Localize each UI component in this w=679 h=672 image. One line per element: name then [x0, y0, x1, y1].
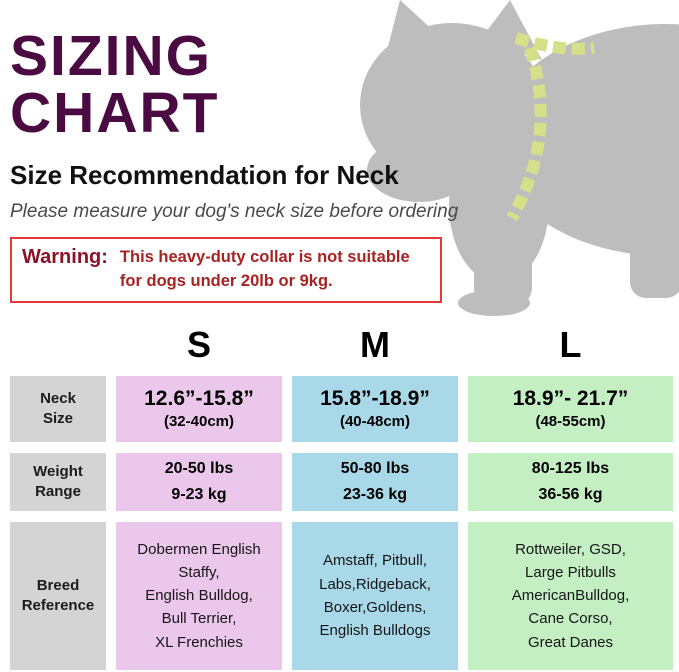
neck-range-l: 18.9”- 21.7” [512, 387, 629, 411]
measuring-tape-graphic [506, 32, 595, 221]
weight-range-cell-l: 80-125 lbs 36-56 kg [468, 452, 673, 511]
weight-range-cell-m: 50-80 lbs 23-36 kg [292, 452, 458, 511]
weight-range-cell-s: 20-50 lbs 9-23 kg [116, 452, 282, 511]
title-line-1: SIZING [10, 24, 213, 88]
neck-metric-s: (32-40cm) [163, 413, 235, 431]
neck-range-s: 12.6”-15.8” [144, 387, 254, 411]
column-header-m: M [360, 323, 390, 365]
dog-silhouette-image [360, 0, 679, 316]
warning-box: Warning: This heavy-duty collar is not s… [10, 237, 442, 303]
subtitle: Size Recommendation for Neck [10, 160, 399, 190]
neck-metric-m: (40-48cm) [339, 413, 411, 431]
size-table: S M L Neck Size 12.6”-15.8” (32-40cm) 15… [10, 323, 673, 670]
row-label-weight-range: Weight Range [10, 452, 106, 511]
breed-reference-cell-s: Dobermen English Staffy, English Bulldog… [116, 521, 282, 670]
column-header-l: L [559, 323, 582, 365]
column-header-s: S [186, 323, 211, 365]
dog-body-shape [360, 0, 679, 316]
breed-reference-cell-m: Amstaff, Pitbull, Labs,Ridgeback, Boxer,… [292, 521, 458, 670]
row-label-neck-size: Neck Size [10, 375, 106, 442]
title-line-2: CHART [10, 81, 220, 145]
neck-range-m: 15.8”-18.9” [320, 387, 430, 411]
header-spacer [10, 325, 106, 365]
warning-text: This heavy-duty collar is not suitable f… [119, 248, 410, 290]
neck-size-cell-m: 15.8”-18.9” (40-48cm) [292, 375, 458, 442]
warning-label: Warning: [22, 246, 108, 268]
measure-note: Please measure your dog's neck size befo… [10, 201, 459, 222]
page-title: SIZING CHART [10, 28, 673, 142]
row-label-breed-reference: Breed Reference [10, 521, 106, 670]
breed-reference-cell-l: Rottweiler, GSD, Large Pitbulls American… [468, 521, 673, 670]
neck-metric-l: (48-55cm) [535, 413, 606, 431]
neck-size-cell-l: 18.9”- 21.7” (48-55cm) [468, 375, 673, 442]
neck-size-cell-s: 12.6”-15.8” (32-40cm) [116, 375, 282, 442]
